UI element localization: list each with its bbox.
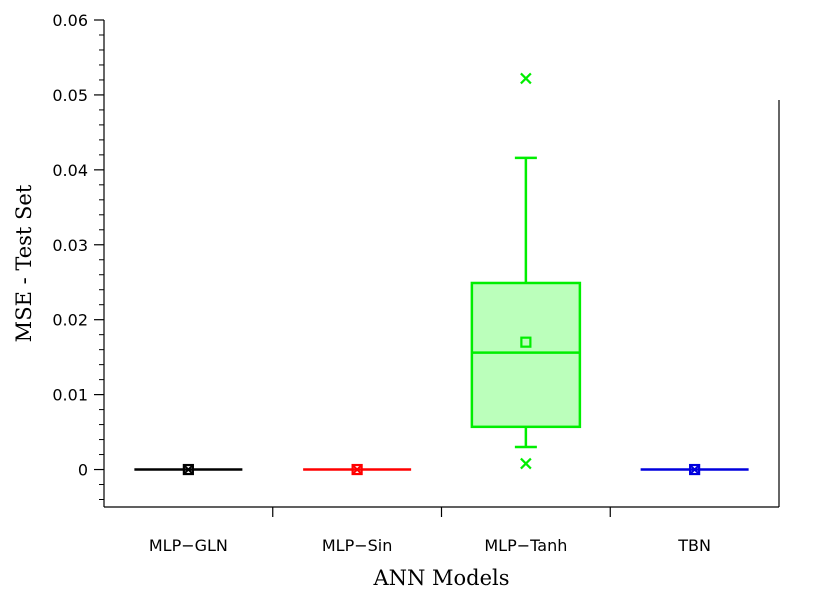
x-tick-label: MLP−Sin [322,536,393,555]
box-1 [303,463,412,476]
box-series [134,72,749,476]
mean-marker [520,336,532,348]
x-tick-label: TBN [677,536,711,555]
y-tick-label: 0.04 [52,161,88,180]
extreme-marker [689,464,700,475]
axes [103,20,780,508]
y-tick-label: 0.06 [52,11,88,30]
y-tick-label: 0.05 [52,86,88,105]
extreme-marker [183,464,194,475]
box-iqr [470,281,582,429]
mean-marker [182,463,194,476]
x-axis-title: ANN Models [372,566,509,590]
y-axis-title: MSE - Test Set [12,184,36,342]
y-tick-label: 0 [78,461,88,480]
box-2 [470,72,582,470]
box-0 [134,463,243,476]
mean-marker [351,463,363,476]
y-tick-label: 0.02 [52,311,88,330]
y-tick-label: 0.03 [52,236,88,255]
x-tick-label: MLP−Tanh [484,536,567,555]
outlier-marker [520,72,532,85]
outlier-marker [520,457,532,470]
mean-marker [689,463,701,476]
x-tick-label: MLP−GLN [149,536,228,555]
y-axis-ticks: 0 0.01 0.02 0.03 0.04 0.05 0.06 [52,11,104,501]
x-axis-ticks: MLP−GLN MLP−Sin MLP−Tanh TBN [149,507,711,555]
box-3 [640,463,749,476]
extreme-marker [352,464,362,475]
y-tick-label: 0.01 [52,386,88,405]
